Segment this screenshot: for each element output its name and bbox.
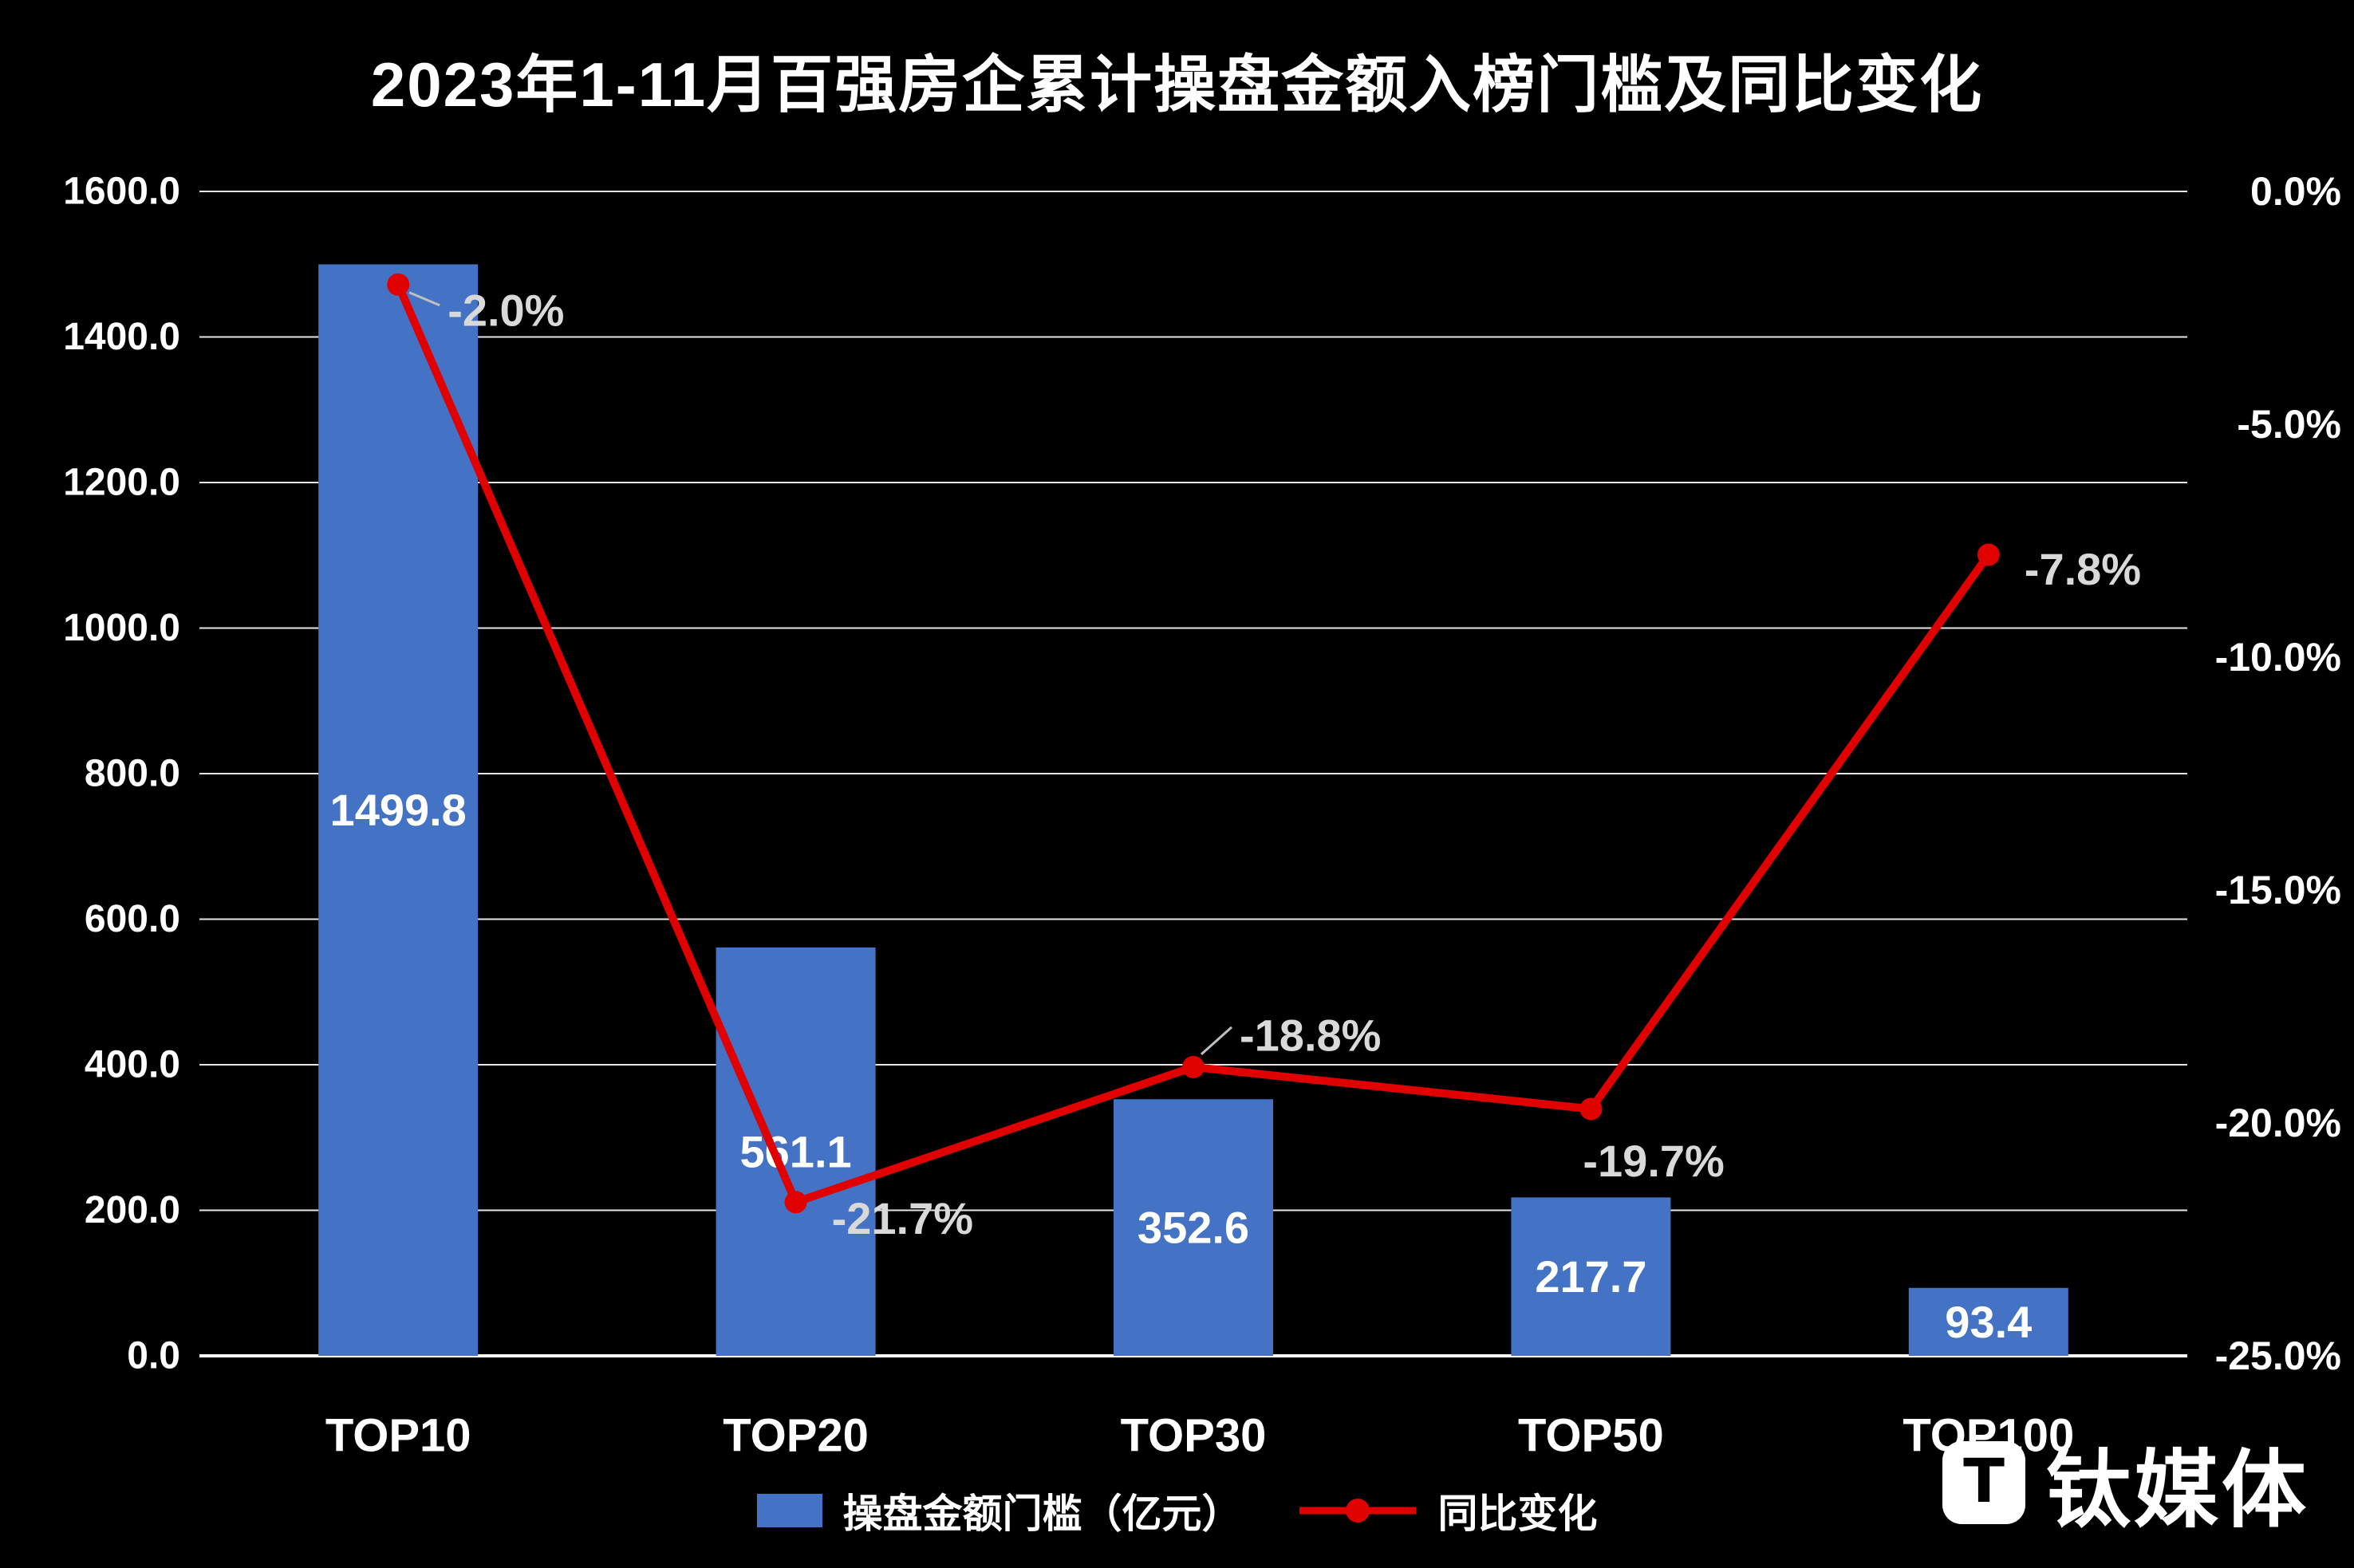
line-value-label-top20: -21.7% (832, 1193, 973, 1243)
bar-value-label-top10: 1499.8 (330, 785, 467, 835)
bar-top50 (1511, 1197, 1671, 1356)
trend-point-top50 (1579, 1097, 1603, 1121)
right-axis-tick-label: -25.0% (2215, 1334, 2341, 1378)
left-axis-tick-label: 400.0 (85, 1044, 180, 1086)
left-axis-tick-label: 600.0 (85, 898, 180, 940)
trend-point-top100 (1977, 543, 2000, 566)
left-axis-tick-label: 800.0 (85, 753, 180, 795)
left-axis-tick-label: 1200.0 (63, 462, 180, 504)
bar-series-label: 操盘金额门槛（亿元） (842, 1491, 1242, 1536)
bar-series-swatch-icon (756, 1494, 822, 1527)
right-axis-tick-label: -5.0% (2237, 402, 2341, 447)
trend-point-top20 (784, 1191, 807, 1214)
category-label-top50: TOP50 (1518, 1410, 1664, 1462)
left-axis-tick-label: 1600.0 (63, 171, 180, 213)
category-label-top10: TOP10 (325, 1410, 471, 1462)
left-axis-tick-label: 1400.0 (63, 316, 180, 358)
brand-watermark: T 钛媒体 (1942, 1421, 2309, 1544)
line-value-label-top10: -2.0% (448, 285, 564, 335)
chart-title: 2023年1-11月百强房企累计操盘金额入榜门槛及同比变化 (370, 49, 1984, 120)
chart-legend: 操盘金额门槛（亿元） 同比变化 (756, 1482, 1598, 1539)
bar-top100 (1908, 1287, 2068, 1356)
bar-value-label-top50: 217.7 (1535, 1251, 1646, 1302)
left-axis-tick-label: 0.0 (127, 1335, 180, 1377)
line-series-label: 同比变化 (1437, 1491, 1598, 1536)
bar-value-label-top100: 93.4 (1945, 1297, 2032, 1347)
legend-item-line-series: 同比变化 (1298, 1482, 1598, 1539)
bar-top20 (716, 947, 876, 1356)
legend-item-bar-series: 操盘金额门槛（亿元） (756, 1482, 1242, 1539)
right-axis-tick-label: 0.0% (2250, 169, 2341, 214)
category-label-top30: TOP30 (1121, 1410, 1267, 1462)
label-leader-line (1200, 1026, 1233, 1056)
bar-value-label-top20: 561.1 (740, 1126, 852, 1176)
trend-point-top10 (387, 273, 410, 296)
brand-name: 钛媒体 (2046, 1444, 2309, 1538)
line-value-label-top50: -19.7% (1583, 1136, 1724, 1186)
trend-point-top30 (1182, 1055, 1205, 1078)
line-value-label-top100: -7.8% (2025, 544, 2141, 594)
left-axis-tick-label: 200.0 (85, 1189, 180, 1231)
right-axis-tick-label: -20.0% (2215, 1101, 2341, 1145)
logo-letter: T (1963, 1445, 2005, 1516)
category-label-top20: TOP20 (723, 1410, 869, 1462)
line-series-marker-icon (1299, 1499, 1416, 1523)
label-leader-line (408, 291, 440, 307)
right-axis-tick-label: -15.0% (2215, 868, 2341, 912)
bar-value-label-top30: 352.6 (1138, 1203, 1249, 1253)
left-axis-tick-label: 1000.0 (63, 607, 180, 649)
right-axis-tick-label: -10.0% (2215, 635, 2341, 680)
bar-top10 (318, 264, 479, 1356)
line-value-label-top30: -18.8% (1240, 1010, 1381, 1060)
bar-top30 (1114, 1099, 1273, 1356)
tmtpost-logo-icon: T (1942, 1441, 2025, 1524)
